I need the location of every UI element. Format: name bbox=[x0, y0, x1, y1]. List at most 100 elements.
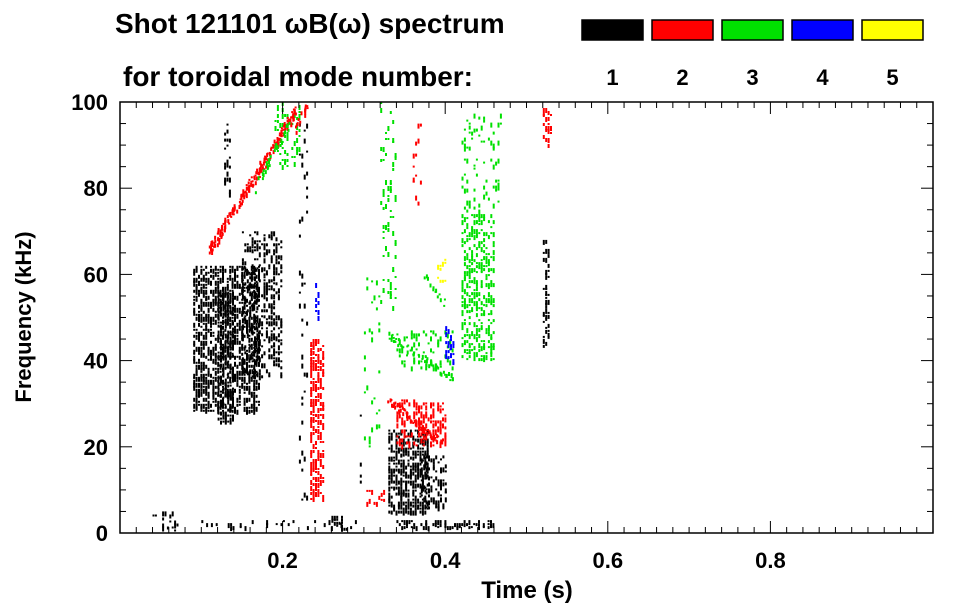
spectrum-point bbox=[468, 310, 471, 314]
spectrum-point bbox=[490, 301, 493, 306]
spectrum-point bbox=[226, 304, 229, 309]
spectrum-point bbox=[243, 409, 246, 412]
spectrum-point bbox=[258, 342, 261, 347]
spectrum-point bbox=[241, 274, 244, 279]
spectrum-point bbox=[255, 340, 258, 345]
spectrum-point bbox=[409, 429, 412, 434]
spectrum-point bbox=[198, 292, 200, 297]
spectrum-point bbox=[226, 364, 229, 368]
spectrum-point bbox=[270, 315, 273, 321]
spectrum-point bbox=[193, 301, 196, 306]
spectrum-point bbox=[312, 363, 315, 366]
spectrum-point bbox=[485, 274, 488, 278]
spectrum-point bbox=[403, 520, 406, 526]
spectrum-point bbox=[263, 234, 266, 237]
spectrum-point bbox=[214, 376, 217, 382]
spectrum-point bbox=[286, 119, 289, 123]
spectrum-point bbox=[277, 261, 280, 265]
spectrum-point bbox=[217, 357, 220, 361]
spectrum-point bbox=[223, 230, 226, 233]
spectrum-point bbox=[466, 352, 469, 355]
spectrum-point bbox=[480, 280, 483, 284]
spectrum-point bbox=[315, 441, 317, 445]
spectrum-point bbox=[425, 429, 428, 432]
spectrum-point bbox=[425, 414, 428, 419]
spectrum-point bbox=[255, 406, 258, 412]
spectrum-point bbox=[250, 182, 253, 187]
spectrum-point bbox=[317, 417, 320, 419]
spectrum-point bbox=[217, 300, 220, 306]
spectrum-point bbox=[270, 339, 273, 342]
spectrum-point bbox=[202, 403, 205, 409]
spectrum-point bbox=[248, 364, 251, 368]
spectrum-point bbox=[212, 346, 215, 352]
spectrum-point bbox=[413, 523, 416, 527]
spectrum-point bbox=[280, 321, 283, 327]
spectrum-point bbox=[409, 471, 412, 477]
spectrum-point bbox=[236, 265, 239, 271]
spectrum-point bbox=[255, 176, 258, 181]
spectrum-point bbox=[423, 455, 426, 460]
spectrum-point bbox=[229, 274, 232, 278]
spectrum-point bbox=[249, 273, 252, 276]
spectrum-point bbox=[461, 337, 464, 340]
spectrum-point bbox=[214, 370, 217, 376]
spectrum-point bbox=[480, 140, 483, 143]
spectrum-point bbox=[393, 402, 396, 407]
spectrum-point bbox=[247, 187, 249, 191]
spectrum-point bbox=[303, 303, 306, 309]
spectrum-point bbox=[298, 111, 301, 113]
spectrum-point bbox=[251, 357, 254, 360]
spectrum-point bbox=[280, 246, 283, 249]
spectrum-point bbox=[226, 283, 229, 288]
spectrum-point bbox=[478, 214, 481, 219]
spectrum-point bbox=[317, 366, 320, 368]
spectrum-point bbox=[222, 348, 225, 352]
spectrum-point bbox=[395, 447, 398, 450]
spectrum-point bbox=[420, 461, 423, 464]
spectrum-point bbox=[224, 147, 227, 150]
spectrum-point bbox=[249, 354, 252, 360]
spectrum-point bbox=[272, 144, 275, 147]
spectrum-point bbox=[251, 276, 254, 281]
spectrum-point bbox=[461, 313, 464, 317]
plot-frame bbox=[119, 101, 934, 534]
spectrum-point bbox=[412, 354, 415, 357]
spectrum-point bbox=[420, 458, 423, 462]
spectrum-point bbox=[463, 143, 466, 148]
spectrum-point bbox=[421, 504, 424, 509]
spectrum-point bbox=[312, 489, 315, 493]
spectrum-point bbox=[436, 440, 439, 445]
spectrum-point bbox=[492, 185, 495, 189]
spectrum-point bbox=[436, 365, 438, 369]
spectrum-point bbox=[435, 470, 438, 473]
spectrum-point bbox=[449, 379, 452, 382]
spectrum-point bbox=[463, 334, 466, 338]
spectrum-point bbox=[417, 444, 420, 450]
spectrum-point bbox=[414, 465, 417, 469]
spectrum-point bbox=[473, 289, 476, 292]
spectrum-point bbox=[286, 114, 289, 118]
spectrum-point bbox=[389, 285, 392, 290]
spectrum-point bbox=[312, 492, 315, 496]
spectrum-point bbox=[202, 292, 205, 298]
spectrum-point bbox=[401, 438, 404, 443]
spectrum-point bbox=[244, 249, 247, 253]
spectrum-point bbox=[270, 258, 273, 264]
spectrum-point bbox=[317, 360, 320, 364]
spectrum-point bbox=[461, 523, 464, 527]
spectrum-point bbox=[410, 366, 413, 372]
spectrum-point bbox=[207, 382, 210, 388]
spectrum-point bbox=[228, 177, 231, 183]
spectrum-point bbox=[424, 428, 427, 431]
spectrum-point bbox=[547, 129, 550, 134]
spectrum-point bbox=[487, 328, 490, 332]
spectrum-point bbox=[236, 334, 239, 337]
spectrum-point bbox=[473, 235, 476, 241]
spectrum-point bbox=[424, 498, 427, 503]
spectrum-point bbox=[200, 349, 203, 353]
spectrum-point bbox=[205, 322, 208, 327]
spectrum-point bbox=[212, 394, 215, 400]
spectrum-point bbox=[483, 310, 486, 316]
spectrum-point bbox=[412, 180, 415, 183]
